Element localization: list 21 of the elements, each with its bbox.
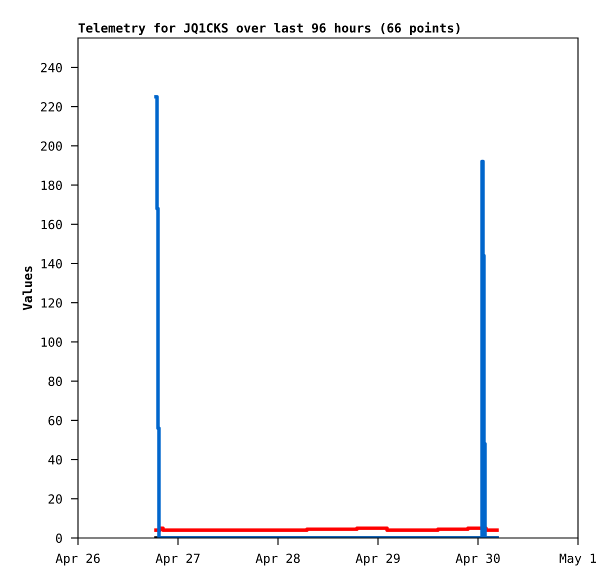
y-tick-label: 220 [41,102,62,112]
y-tick-label: 200 [41,141,62,151]
x-tick-label: Apr 27 [156,554,200,566]
x-tick-label: May 1 [560,554,596,566]
x-tick-label: Apr 29 [356,554,400,566]
y-tick-label: 240 [41,62,62,72]
y-tick-label: 100 [42,337,62,347]
y-tick-label: 20 [48,494,62,504]
y-tick-label: 140 [42,258,62,268]
x-tick-label: Apr 30 [456,554,500,566]
x-tick-label: Apr 26 [56,554,100,566]
y-tick-label: 180 [42,180,62,190]
y-tick-label: 0 [56,534,62,543]
y-tick-label: 40 [48,455,62,465]
y-tick-label: 80 [48,376,62,386]
y-tick-label: 60 [48,416,62,426]
chart-title: Telemetry for JQ1CKS over last 96 hours (66 points) [78,22,460,36]
x-tick-label: Apr 28 [256,554,300,566]
y-axis-title: Values [22,266,32,310]
y-tick-label: 160 [42,220,62,230]
y-tick-label: 120 [42,298,62,308]
